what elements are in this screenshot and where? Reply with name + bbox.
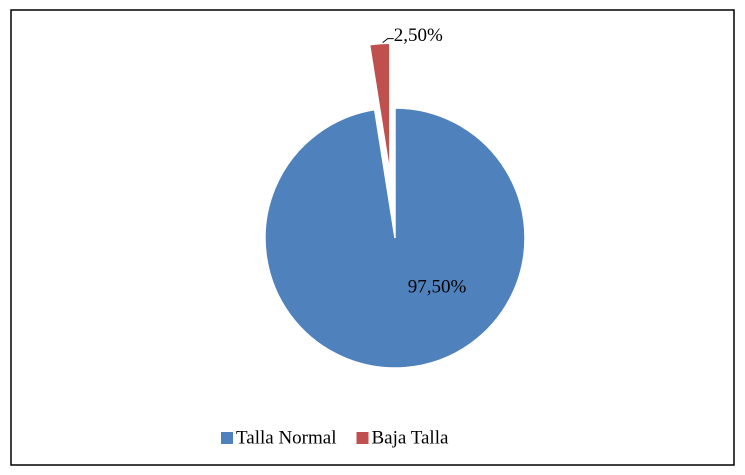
data-label: 97,50% — [408, 276, 467, 297]
data-label: 2,50% — [394, 25, 443, 46]
legend-label: Baja Talla — [372, 427, 449, 448]
legend-swatch — [221, 432, 233, 444]
pie-slice — [368, 42, 391, 174]
legend-swatch — [356, 432, 369, 444]
legend-label: Talla Normal — [236, 427, 337, 448]
pie-slice — [264, 107, 526, 369]
leader-line — [382, 38, 394, 43]
